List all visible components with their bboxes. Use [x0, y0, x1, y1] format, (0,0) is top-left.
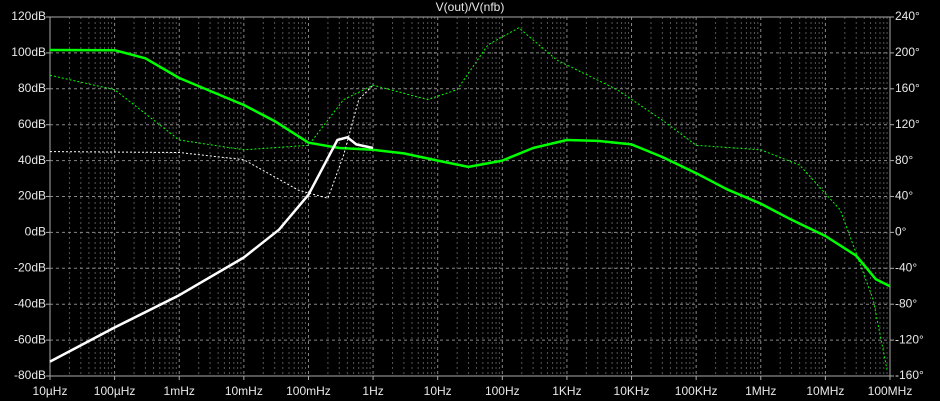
y2-tick-label: 0° — [895, 225, 907, 239]
chart-title: V(out)/V(nfb) — [436, 0, 505, 14]
y2-tick-label: -160° — [895, 368, 924, 382]
x-tick-label: 100µHz — [94, 384, 136, 398]
x-tick-label: 10KHz — [614, 384, 650, 398]
y-tick-label: 60dB — [18, 117, 46, 131]
y-tick-label: 100dB — [11, 45, 46, 59]
plot-frame — [49, 16, 891, 377]
x-tick-label: 10µHz — [33, 384, 68, 398]
x-tick-label: 10mHz — [225, 384, 263, 398]
y2-tick-label: -120° — [895, 332, 924, 346]
x-tick-label: 100mHz — [286, 384, 331, 398]
x-tick-label: 10MHz — [806, 384, 844, 398]
x-tick-label: 100MHz — [868, 384, 913, 398]
y2-tick-label: 120° — [895, 117, 920, 131]
series-line — [49, 136, 374, 363]
y-tick-label: 80dB — [18, 81, 46, 95]
y-tick-label: -20dB — [14, 260, 46, 274]
y2-tick-label: 40° — [895, 189, 913, 203]
y2-tick-label: -40° — [895, 260, 917, 274]
x-tick-label: 100KHz — [675, 384, 718, 398]
x-tick-label: 1mHz — [164, 384, 195, 398]
y2-tick-label: 80° — [895, 153, 913, 167]
y-tick-label: -80dB — [14, 368, 46, 382]
y-tick-label: 40dB — [18, 153, 46, 167]
y-tick-label: -60dB — [14, 332, 46, 346]
y-tick-label: 20dB — [18, 189, 46, 203]
y2-tick-label: 200° — [895, 45, 920, 59]
y2-tick-label: 160° — [895, 81, 920, 95]
y2-tick-label: -80° — [895, 296, 917, 310]
x-tick-label: 1Hz — [362, 384, 383, 398]
y-tick-label: 0dB — [25, 225, 46, 239]
y-tick-label: 120dB — [11, 9, 46, 23]
x-tick-label: 1MHz — [745, 384, 776, 398]
x-tick-label: 10Hz — [424, 384, 452, 398]
x-tick-label: 100Hz — [485, 384, 520, 398]
series-line — [49, 27, 888, 370]
series-line — [49, 84, 374, 199]
y2-tick-label: 240° — [895, 9, 920, 23]
series-line — [49, 48, 891, 288]
x-tick-label: 1KHz — [552, 384, 581, 398]
y-tick-label: -40dB — [14, 296, 46, 310]
